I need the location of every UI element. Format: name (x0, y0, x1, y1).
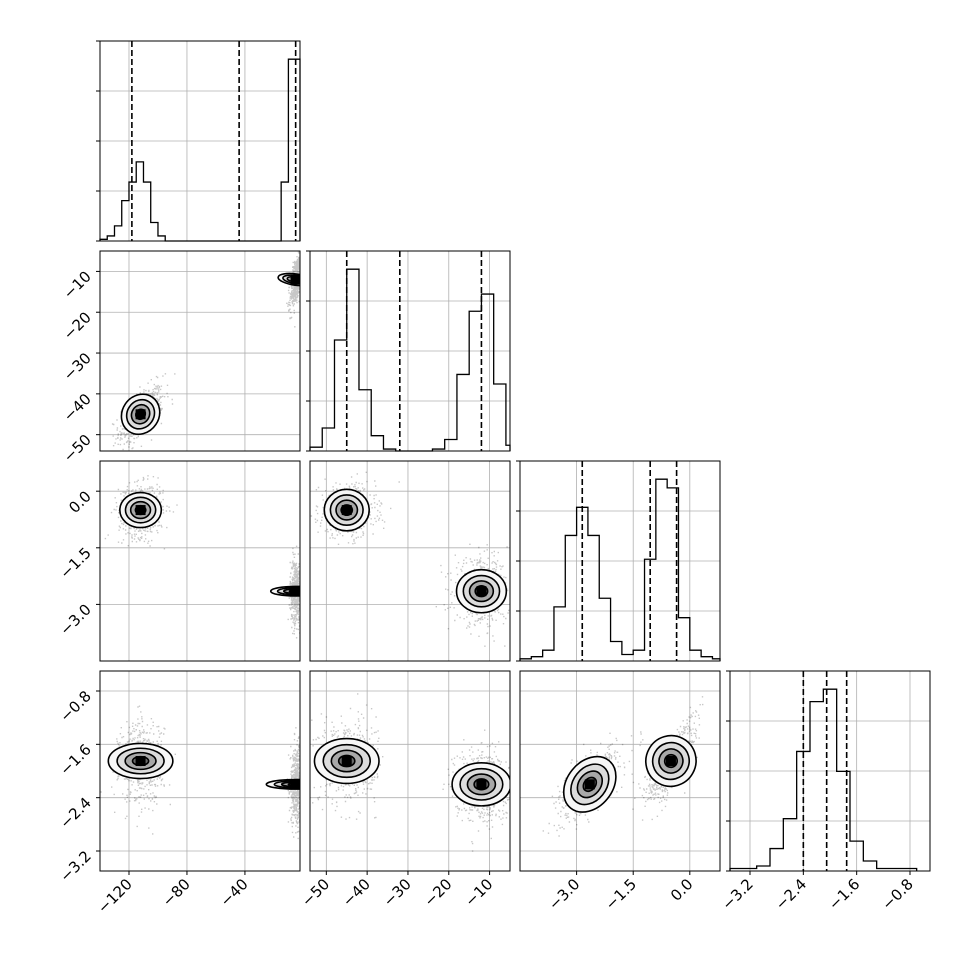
density-peak (341, 505, 352, 516)
scatter-points (111, 251, 300, 451)
scatter-panel-3-2 (309, 460, 511, 662)
x-tick-label: −3.2 (718, 875, 756, 913)
panel-content (100, 671, 300, 871)
histogram-bars (309, 268, 511, 452)
density-peak (290, 779, 300, 790)
scatter-panel-4-2 (309, 670, 511, 872)
y-tick-label: −1.6 (56, 740, 94, 778)
x-tick-label: −1.6 (825, 875, 863, 913)
y-tick-label: −2.4 (56, 794, 94, 832)
y-tick-label: −3.2 (56, 847, 94, 885)
x-tick-label: 0.0 (667, 875, 697, 905)
hist-panel-2 (306, 250, 511, 452)
density-peak (135, 505, 146, 516)
y-tick-label: 0.0 (65, 487, 95, 517)
density-peak (135, 756, 146, 766)
x-tick-label: −0.8 (878, 875, 916, 913)
panel-frame (99, 460, 301, 662)
panel-frame (99, 40, 301, 242)
hist-panel-3 (516, 460, 721, 662)
x-tick-label: −3.0 (545, 875, 583, 913)
x-tick-label: −2.4 (772, 875, 810, 913)
panel-frame (519, 670, 721, 872)
histogram-bars (729, 688, 918, 871)
panel-frame (99, 250, 301, 452)
density-peak (476, 586, 487, 597)
x-tick-label: −20 (420, 875, 455, 910)
density-peak (341, 756, 352, 766)
hist-panel-4 (726, 670, 931, 872)
x-tick-label: −80 (159, 875, 194, 910)
panel-frame (309, 670, 511, 872)
x-tick-label: −10 (461, 875, 496, 910)
histogram-bars (99, 58, 301, 242)
hist-panel-1 (96, 40, 301, 242)
y-tick-label: −50 (60, 431, 95, 466)
y-tick-label: −40 (60, 390, 95, 425)
panel-content (100, 251, 300, 451)
density-peak (476, 779, 487, 790)
scatter-panel-2-1 (99, 250, 301, 452)
x-tick-label: −1.5 (602, 875, 640, 913)
x-tick-label: −40 (339, 875, 374, 910)
histogram-bars (519, 478, 721, 661)
panel-frame (519, 460, 721, 662)
scatter-panel-4-1 (99, 670, 301, 872)
panel-content (310, 671, 510, 871)
x-tick-label: −40 (217, 875, 252, 910)
y-tick-label: −0.8 (56, 687, 94, 725)
y-tick-label: −3.0 (56, 600, 94, 638)
density-peak (135, 409, 146, 420)
panel-frame (309, 460, 511, 662)
panel-content (520, 671, 720, 871)
panel-frame (99, 670, 301, 872)
y-tick-label: −20 (60, 308, 95, 343)
x-tick-label: −50 (298, 875, 333, 910)
panel-frame (309, 250, 511, 452)
panel-content (310, 461, 510, 661)
y-tick-label: −1.5 (56, 544, 94, 582)
x-tick-label: −30 (380, 875, 415, 910)
density-peak (290, 274, 300, 285)
x-tick-label: −120 (94, 875, 136, 917)
panel-content (100, 461, 300, 661)
density-peak (665, 756, 676, 766)
density-peak (290, 586, 300, 597)
y-tick-label: −10 (60, 268, 95, 303)
panel-frame (729, 670, 931, 872)
y-tick-label: −30 (60, 349, 95, 384)
scatter-panel-3-1 (99, 460, 301, 662)
scatter-panel-4-3 (519, 670, 721, 872)
density-peak (584, 779, 595, 790)
